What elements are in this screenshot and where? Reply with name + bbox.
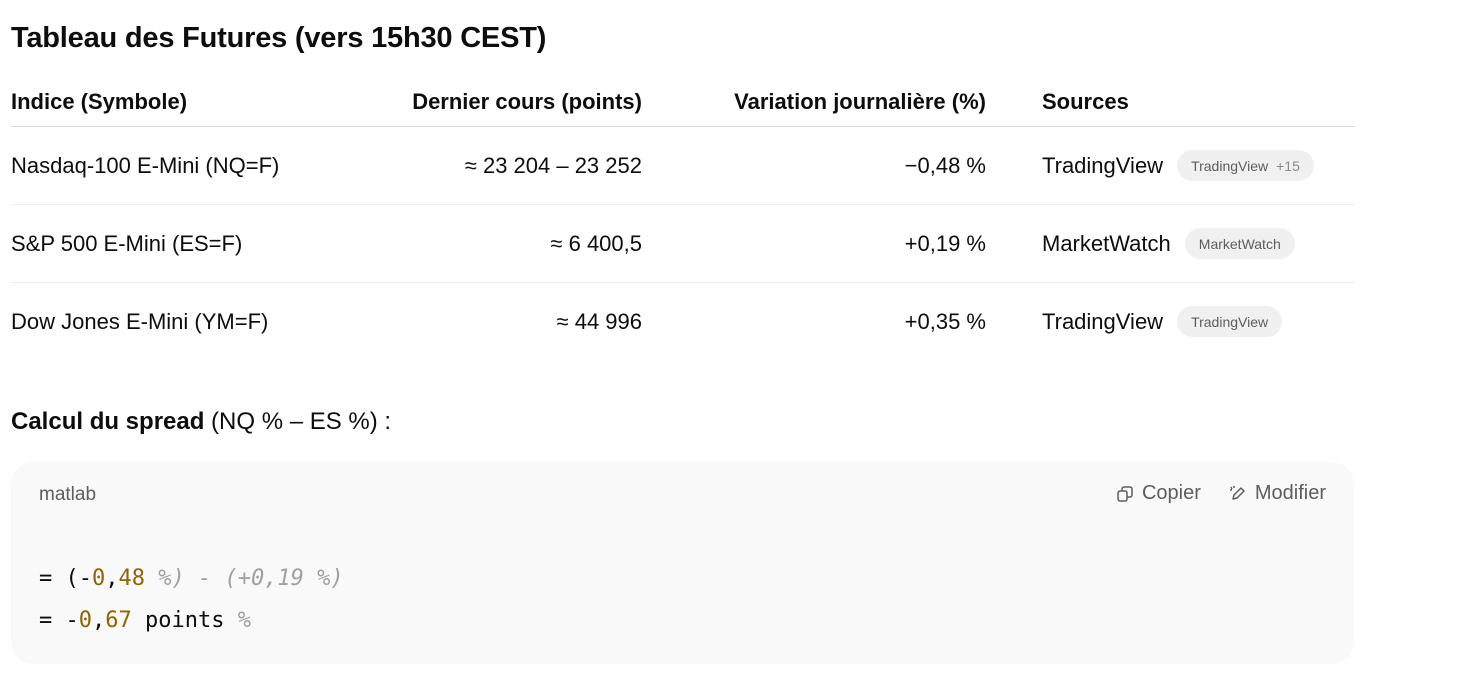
table-row: Dow Jones E-Mini (YM=F) ≈ 44 996 +0,35 %… <box>11 283 1355 361</box>
cell-price: ≈ 44 996 <box>556 308 642 334</box>
source-wrap: MarketWatch MarketWatch <box>1042 228 1295 259</box>
copy-icon <box>1117 485 1133 502</box>
cell-source: MarketWatch MarketWatch <box>986 204 1355 283</box>
edit-label: Modifier <box>1254 482 1326 504</box>
cell-source: TradingView TradingView <box>986 283 1355 361</box>
cell-change: −0,48 % <box>642 126 986 205</box>
source-citation-pill[interactable]: TradingView <box>1177 306 1283 337</box>
section-title: Tableau des Futures (vers 15h30 CEST) <box>11 22 547 54</box>
code-line: = (-0,48 %) - (+0,19 %) <box>39 558 344 600</box>
source-wrap: TradingView TradingView <box>1042 306 1283 337</box>
code-language-label: matlab <box>39 484 97 505</box>
table-header-row: Indice (Symbole) Dernier cours (points) … <box>11 78 1355 127</box>
spread-heading-rest: (NQ % – ES %) : <box>204 408 392 435</box>
pill-more-count: +15 <box>1276 157 1300 174</box>
futures-table: Indice (Symbole) Dernier cours (points) … <box>11 78 1355 360</box>
cell-change: +0,35 % <box>904 308 986 334</box>
cell-price: ≈ 6 400,5 <box>341 204 642 283</box>
code-content: = (-0,48 %) - (+0,19 %) = -0,67 points % <box>39 558 344 642</box>
code-block: matlab Copier Modifier = (-0,48 %) - (+0… <box>11 462 1354 664</box>
spread-heading-bold: Calcul du spread <box>11 408 205 435</box>
cell-change: +0,19 % <box>642 204 986 283</box>
code-number: 48 <box>118 566 145 591</box>
source-name: TradingView <box>1042 308 1164 334</box>
code-comment: % <box>237 608 251 633</box>
copy-label: Copier <box>1141 482 1201 504</box>
table-row: S&P 500 E-Mini (ES=F) ≈ 6 400,5 +0,19 % … <box>11 204 1355 283</box>
pill-label: TradingView <box>1191 157 1269 174</box>
source-name: TradingView <box>1042 152 1164 178</box>
table-row: Nasdaq-100 E-Mini (NQ=F) ≈ 23 204 – 23 2… <box>11 126 1355 205</box>
header-index: Indice (Symbole) <box>11 78 341 127</box>
source-citation-pill[interactable]: MarketWatch <box>1184 228 1295 259</box>
pill-label: TradingView <box>1191 313 1269 330</box>
code-token: points <box>131 608 238 633</box>
header-price: Dernier cours (points) <box>341 78 642 127</box>
cell-price: ≈ 23 204 – 23 252 <box>341 126 642 205</box>
code-line: = -0,67 points % <box>39 600 344 642</box>
header-sources: Sources <box>986 78 1355 127</box>
code-comment: %) - (+0,19 %) <box>144 566 344 591</box>
spread-heading: Calcul du spread (NQ % – ES %) : <box>11 408 391 436</box>
code-actions: Copier Modifier <box>1116 482 1326 505</box>
cell-source: TradingView TradingView +15 <box>986 126 1355 205</box>
code-token: , <box>105 566 119 591</box>
code-token: = (- <box>39 566 92 591</box>
code-number: 0 <box>78 608 92 633</box>
edit-button[interactable]: Modifier <box>1229 482 1326 505</box>
source-citation-pill[interactable]: TradingView +15 <box>1177 150 1314 181</box>
copy-button[interactable]: Copier <box>1116 482 1201 505</box>
code-token: , <box>92 608 106 633</box>
cell-index: Dow Jones E-Mini (YM=F) <box>11 308 269 334</box>
code-token: = - <box>39 608 79 633</box>
code-number: 67 <box>105 608 132 633</box>
cell-index: Nasdaq-100 E-Mini (NQ=F) <box>11 126 341 205</box>
pill-label: MarketWatch <box>1198 235 1281 252</box>
source-name: MarketWatch <box>1042 230 1171 256</box>
edit-pencil-icon <box>1229 485 1245 500</box>
header-change: Variation journalière (%) <box>642 78 986 127</box>
cell-index: S&P 500 E-Mini (ES=F) <box>11 204 341 283</box>
code-number: 0 <box>91 566 106 591</box>
source-wrap: TradingView TradingView +15 <box>1042 150 1314 181</box>
